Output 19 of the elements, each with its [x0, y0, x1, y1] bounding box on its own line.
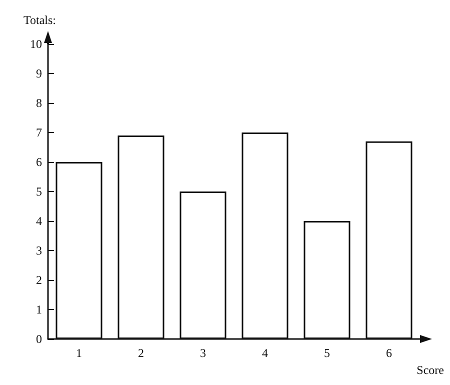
y-axis-title: Totals: — [24, 13, 56, 27]
y-tick-label: 6 — [36, 155, 42, 169]
y-tick-label: 2 — [36, 273, 42, 287]
x-tick-label: 5 — [324, 346, 330, 360]
x-axis-title: Score — [416, 363, 444, 378]
y-tick-label: 4 — [36, 214, 42, 228]
x-tick-label: 6 — [386, 346, 392, 360]
y-tick-label: 0 — [36, 332, 42, 346]
x-tick-label: 4 — [262, 346, 268, 360]
y-tick-label: 10 — [30, 37, 42, 51]
y-tick-label: 7 — [36, 126, 42, 140]
x-tick-label: 1 — [76, 346, 82, 360]
y-tick-label: 1 — [36, 302, 42, 316]
y-tick-label: 9 — [36, 66, 42, 80]
y-tick-label: 3 — [36, 244, 42, 258]
y-tick-label: 5 — [36, 184, 42, 198]
y-tick-label: 8 — [36, 96, 42, 110]
x-tick-label: 2 — [138, 346, 144, 360]
x-tick-label: 3 — [200, 346, 206, 360]
